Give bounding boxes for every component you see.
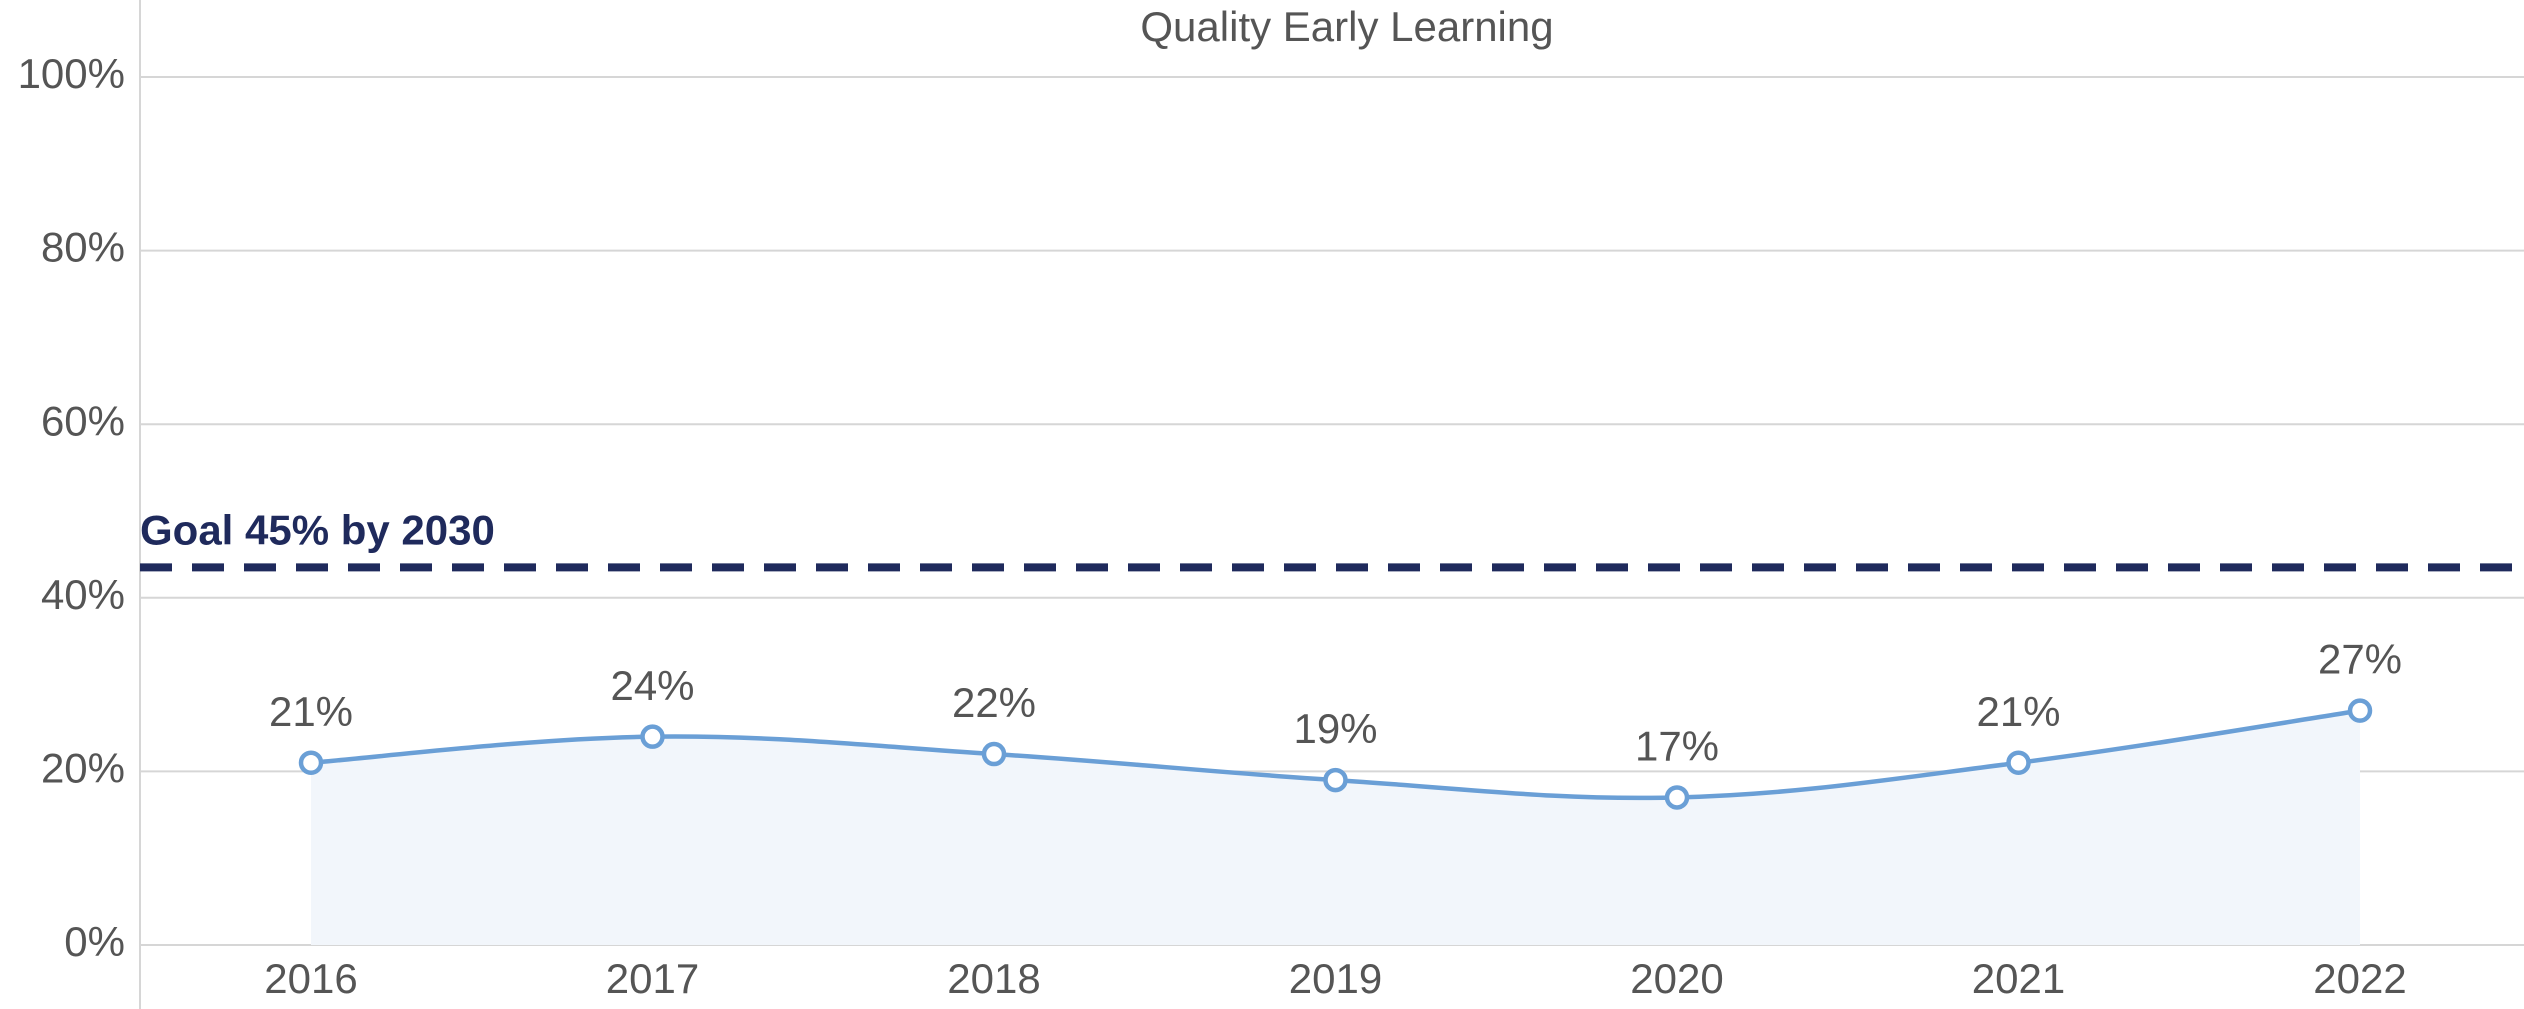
y-tick-label: 40% <box>41 571 125 618</box>
y-tick-label: 80% <box>41 224 125 271</box>
data-label: 19% <box>1293 705 1377 752</box>
x-tick-label: 2019 <box>1289 955 1382 1002</box>
x-tick-label: 2018 <box>947 955 1040 1002</box>
y-tick-label: 0% <box>64 918 125 965</box>
point <box>640 724 665 749</box>
x-tick-label: 2020 <box>1630 955 1723 1002</box>
area <box>311 710 2360 945</box>
point <box>2006 750 2031 775</box>
data-label: 24% <box>610 662 694 709</box>
x-tick-label: 2021 <box>1972 955 2065 1002</box>
point <box>1323 767 1348 793</box>
data-label: 27% <box>2318 636 2402 683</box>
x-tick-label: 2016 <box>264 955 357 1002</box>
goal-label: Goal 45% by 2030 <box>140 507 495 554</box>
data-label: 21% <box>1976 688 2060 735</box>
point <box>2347 698 2373 723</box>
point <box>298 750 324 775</box>
chart-title: Quality Early Learning <box>1140 3 1553 50</box>
data-label: 22% <box>952 679 1036 726</box>
x-tick-label: 2022 <box>2313 955 2406 1002</box>
data-label: 17% <box>1635 723 1719 770</box>
point <box>1664 785 1690 810</box>
x-tick-label: 2017 <box>606 955 699 1002</box>
y-tick-label: 60% <box>41 397 125 444</box>
point <box>981 741 1007 767</box>
data-label: 21% <box>269 688 353 735</box>
y-tick-label: 20% <box>41 744 125 791</box>
y-tick-label: 100% <box>18 50 125 97</box>
